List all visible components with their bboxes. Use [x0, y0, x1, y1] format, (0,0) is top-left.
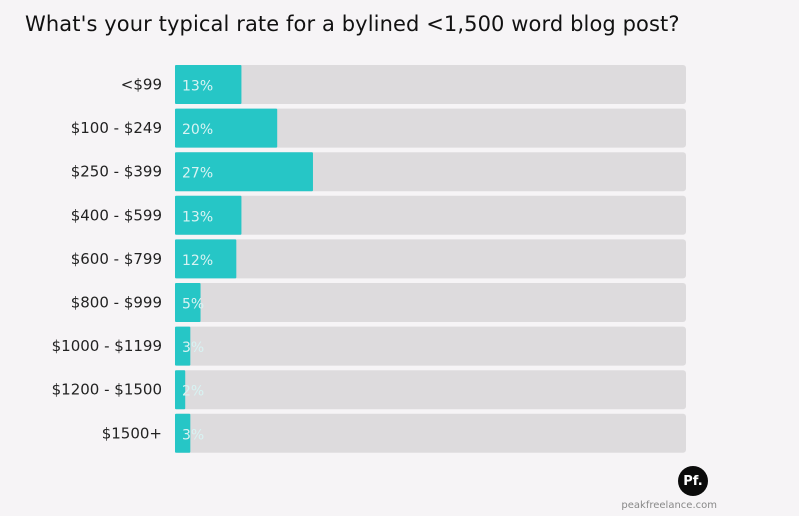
bar — [175, 326, 191, 366]
value-label: 3% — [182, 340, 204, 356]
bar — [175, 108, 278, 148]
category-label: $1200 - $1500 — [52, 381, 162, 399]
bar-track — [175, 239, 686, 279]
bar-track — [175, 195, 686, 235]
bar — [175, 65, 242, 104]
category-label: $1000 - $1199 — [52, 337, 162, 355]
bar-track — [175, 108, 686, 148]
value-label: 20% — [182, 122, 213, 138]
category-label: $600 - $799 — [71, 250, 162, 268]
bar-track — [175, 65, 686, 104]
bar — [175, 239, 237, 279]
category-label: $1500+ — [102, 424, 162, 442]
bar — [175, 195, 242, 235]
category-label: $250 - $399 — [71, 163, 162, 181]
peakfreelance-logo: Pf. — [678, 466, 708, 496]
bar-track — [175, 413, 686, 453]
value-label: 3% — [182, 427, 204, 443]
value-label: 13% — [182, 79, 213, 95]
value-label: 2% — [182, 384, 204, 400]
bar — [175, 413, 191, 453]
category-label: $400 - $599 — [71, 206, 162, 224]
bar — [175, 152, 313, 192]
value-label: 13% — [182, 209, 213, 225]
value-label: 5% — [182, 297, 204, 313]
category-label: <$99 — [121, 76, 162, 94]
bar-track — [175, 326, 686, 366]
value-label: 12% — [182, 253, 213, 269]
bar — [175, 283, 201, 322]
bar-track — [175, 283, 686, 322]
chart-title: What's your typical rate for a bylined <… — [25, 12, 680, 36]
category-label: $100 - $249 — [71, 119, 162, 137]
bar-track — [175, 370, 686, 410]
site-url: peakfreelance.com — [621, 500, 717, 511]
value-label: 27% — [182, 166, 213, 182]
category-label: $800 - $999 — [71, 294, 162, 312]
bar — [175, 370, 186, 410]
